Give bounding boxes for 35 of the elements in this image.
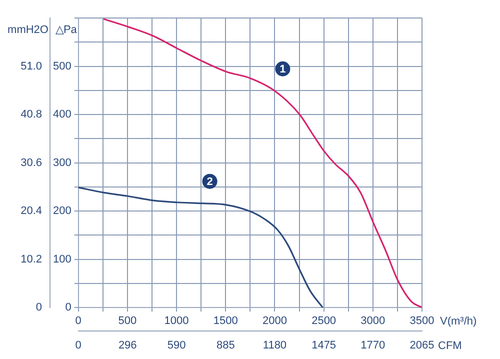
- x2-tick-label: 1475: [312, 339, 336, 352]
- x-tick-label: 1500: [213, 315, 238, 328]
- x2-tick-label: 885: [216, 339, 235, 352]
- x2-tick-label: 2065: [410, 339, 434, 352]
- x-axis-title: V(m³/h): [440, 316, 477, 328]
- x-tick-label: 3500: [410, 315, 434, 328]
- x-tick-label: 500: [118, 315, 137, 328]
- series-label: 2: [206, 176, 213, 188]
- x2-tick-label: 590: [167, 339, 186, 352]
- x-tick-label: 2000: [262, 315, 287, 328]
- y2-tick-label: 0: [36, 302, 42, 314]
- x-tick-label: 1000: [164, 315, 189, 328]
- series-label: 1: [280, 63, 286, 76]
- y-tick-label: 400: [52, 108, 72, 121]
- x2-tick-label: 1770: [360, 339, 386, 352]
- y-axis-title: △Pa: [55, 24, 78, 36]
- y2-axis-title: mmH2O: [8, 24, 49, 36]
- y-tick-label: 500: [52, 60, 72, 72]
- x-tick-label: 2500: [312, 315, 336, 328]
- y-tick-label: 100: [52, 253, 72, 266]
- x-tick-label: 0: [75, 315, 82, 328]
- line-series: [78, 186, 324, 308]
- y2-tick-label: 20.4: [20, 205, 42, 218]
- x2-tick-label: 0: [75, 339, 82, 352]
- x2-tick-label: 1180: [262, 339, 287, 352]
- x2-tick-label: 296: [118, 339, 137, 352]
- y-tick-label: 0: [65, 302, 72, 314]
- x-tick-label: 3000: [360, 315, 386, 328]
- x2-axis-title: CFM: [438, 340, 462, 352]
- y2-tick-label: 30.6: [20, 156, 42, 169]
- y2-tick-label: 51.0: [20, 60, 42, 72]
- y2-tick-label: 40.8: [20, 108, 42, 121]
- y-tick-label: 300: [52, 156, 72, 169]
- y2-tick-label: 10.2: [20, 253, 42, 266]
- y-tick-label: 200: [52, 205, 72, 218]
